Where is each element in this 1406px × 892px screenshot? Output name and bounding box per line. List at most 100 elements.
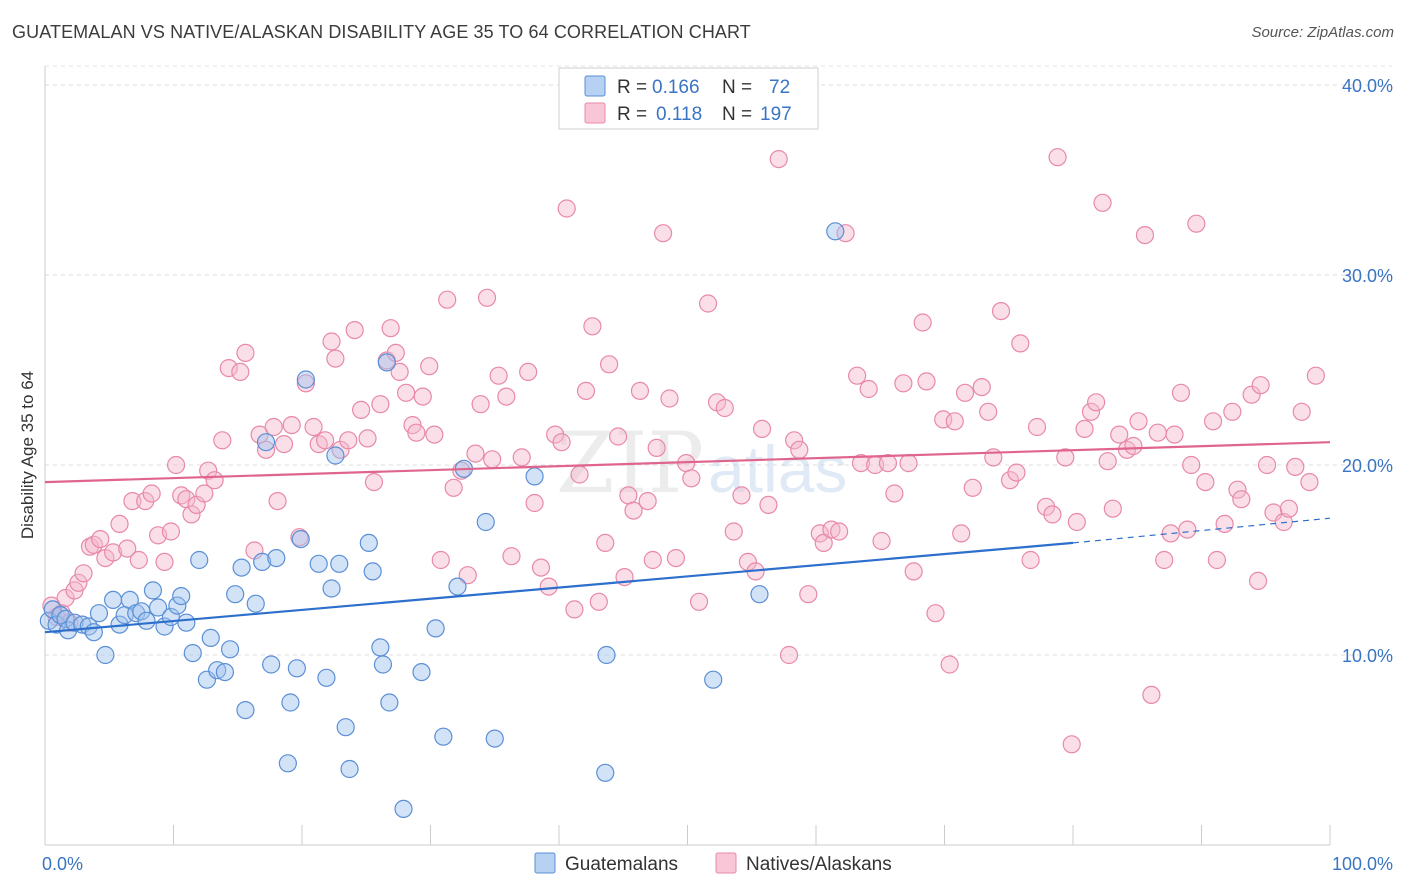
guatemalan-point-25 <box>177 613 196 632</box>
native-point-162 <box>1093 193 1112 212</box>
guatemalan-point-51 <box>336 718 355 737</box>
native-point-172 <box>1155 550 1174 570</box>
guatemalan-point-50 <box>330 554 349 573</box>
native-point-42 <box>296 374 315 393</box>
x-tick-label-0: 0.0% <box>42 854 83 874</box>
native-point-87 <box>576 381 596 400</box>
gridlines <box>45 65 1392 656</box>
guatemalan-point-46 <box>309 554 328 573</box>
native-point-120 <box>810 524 829 543</box>
native-point-84 <box>557 199 576 218</box>
native-point-109 <box>724 522 743 541</box>
native-point-108 <box>715 398 734 418</box>
legend-r-value-2: 0.118 <box>656 104 702 125</box>
native-point-66 <box>438 290 457 309</box>
native-point-178 <box>1187 214 1206 233</box>
native-point-170 <box>1142 685 1161 705</box>
native-point-52 <box>358 429 377 448</box>
native-point-167 <box>1124 436 1143 456</box>
guatemalan-point-29 <box>201 628 220 648</box>
native-point-53 <box>364 473 384 492</box>
native-point-18 <box>142 484 161 503</box>
guatemalan-point-57 <box>377 353 396 372</box>
native-point-177 <box>1182 455 1201 475</box>
native-point-130 <box>878 454 898 473</box>
native-point-102 <box>666 548 686 568</box>
guatemalan-point-66 <box>485 729 504 748</box>
native-point-123 <box>830 522 849 541</box>
native-point-61 <box>407 423 426 442</box>
native-point-185 <box>1232 490 1251 509</box>
native-point-114 <box>759 495 778 514</box>
y-tick-label-3: 40.0% <box>1342 76 1393 96</box>
native-point-90 <box>596 533 615 553</box>
native-point-91 <box>600 355 619 374</box>
native-point-7 <box>74 564 93 583</box>
native-point-126 <box>851 454 871 473</box>
native-point-39 <box>274 435 294 454</box>
native-point-160 <box>1081 402 1101 421</box>
guatemalan-point-58 <box>380 693 399 712</box>
guatemalan-point-48 <box>322 579 341 598</box>
native-point-125 <box>848 366 867 385</box>
guatemalan-point-26 <box>183 643 202 663</box>
native-point-174 <box>1165 425 1184 444</box>
source-credit: Source: ZipAtlas.com <box>1251 24 1394 41</box>
watermark: ZIP atlas <box>556 414 847 512</box>
guatemalan-point-55 <box>371 638 390 657</box>
native-point-97 <box>638 492 657 511</box>
native-point-127 <box>859 379 878 399</box>
native-point-10 <box>91 529 110 549</box>
native-point-62 <box>413 387 432 406</box>
native-point-74 <box>489 366 508 385</box>
native-point-37 <box>264 417 283 437</box>
native-point-43 <box>304 417 323 437</box>
guatemalan-point-32 <box>220 640 240 659</box>
guatemalan-point-23 <box>168 596 187 615</box>
native-point-152 <box>1027 417 1047 437</box>
native-point-85 <box>565 600 584 619</box>
native-point-169 <box>1135 226 1155 245</box>
native-point-180 <box>1203 412 1223 431</box>
native-point-163 <box>1098 452 1117 471</box>
guatemalan-point-68 <box>597 645 616 665</box>
native-point-153 <box>1036 497 1056 516</box>
native-point-89 <box>589 592 608 611</box>
native-point-64 <box>425 425 444 444</box>
native-point-40 <box>282 416 301 435</box>
native-point-54 <box>371 395 390 414</box>
legend-swatch-native <box>584 102 606 124</box>
native-point-12 <box>104 543 123 562</box>
native-point-78 <box>519 362 538 381</box>
guatemalan-point-36 <box>246 594 265 613</box>
native-point-95 <box>624 501 643 520</box>
native-point-115 <box>769 150 788 169</box>
y-tick-label-2: 30.0% <box>1342 266 1393 286</box>
native-point-156 <box>1056 448 1075 467</box>
guatemalan-point-47 <box>317 668 336 687</box>
native-point-194 <box>1292 402 1311 421</box>
native-point-80 <box>531 558 551 577</box>
guatemalan-point-2 <box>47 615 66 634</box>
guatemalan-point-18 <box>137 611 156 630</box>
watermark-atlas: atlas <box>708 432 847 506</box>
native-point-79 <box>525 493 544 513</box>
native-trend-line <box>44 441 1331 484</box>
guatemalan-point-33 <box>226 585 245 604</box>
native-point-59 <box>396 383 416 402</box>
native-point-47 <box>326 349 345 368</box>
legend-n-value-1: 72 <box>769 77 790 98</box>
guatemalan-point-52 <box>340 759 359 779</box>
native-point-106 <box>698 294 718 313</box>
native-point-83 <box>552 433 571 452</box>
native-point-101 <box>660 389 679 408</box>
native-point-75 <box>497 387 516 406</box>
correlation-legend: R = 0.166 N = 72 R = 0.118 N = 197 <box>558 67 819 130</box>
legend-swatch-guatemalan <box>584 75 606 97</box>
guatemalan-point-34 <box>232 558 251 577</box>
native-point-193 <box>1286 457 1305 476</box>
guatemalan-point-8 <box>79 617 98 636</box>
guatemalan-point-44 <box>291 529 310 549</box>
guatemalan-point-10 <box>89 604 109 623</box>
native-point-110 <box>732 486 751 505</box>
